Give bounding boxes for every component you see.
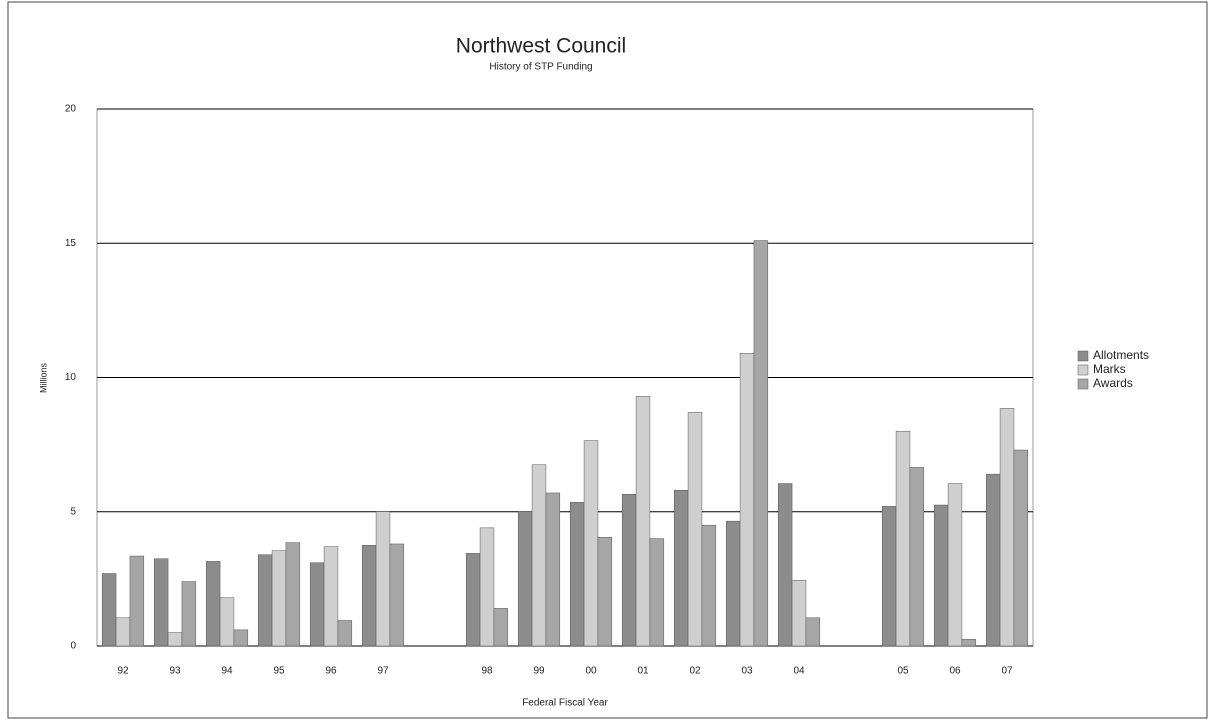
bar [961,639,977,647]
bar [545,492,561,647]
y-axis-label: Millions [38,363,48,394]
bar [219,597,235,647]
x-tick-label: 96 [325,666,337,677]
bar [531,464,547,647]
legend-label: Marks [1093,362,1126,376]
bar [701,524,717,647]
bar [999,408,1015,647]
bar [233,629,249,647]
bar [285,542,301,647]
bar [153,558,169,647]
chart-title: Northwest Council [456,35,626,58]
bar [205,561,221,647]
bar [465,553,481,647]
bar [389,543,405,647]
bar [101,573,117,647]
x-tick-label: 03 [741,666,753,677]
bar [597,537,613,647]
bar [375,511,391,647]
legend-swatch [1077,364,1089,376]
legend-label: Allotments [1093,348,1149,362]
bar [881,506,897,647]
x-tick-label: 05 [897,666,909,677]
bar [361,545,377,647]
x-tick-label: 93 [169,666,181,677]
y-tick-label: 20 [65,104,77,115]
bar [1013,449,1029,647]
bar [895,430,911,647]
bar [649,538,665,647]
x-tick-label: 94 [221,666,233,677]
bar [309,562,325,647]
chart-subtitle: History of STP Funding [489,62,592,73]
bar [791,579,807,647]
bar [621,494,637,647]
bar [517,511,533,647]
bar [753,240,769,647]
bar [569,502,585,647]
bar [493,608,509,647]
y-tick-label: 10 [65,372,77,383]
bar [985,473,1001,647]
bar [777,483,793,647]
bar [129,555,145,647]
bar [947,483,963,647]
bar [739,353,755,647]
bar [167,632,183,647]
x-tick-label: 02 [689,666,701,677]
legend-label: Awards [1093,376,1133,390]
x-tick-label: 07 [1001,666,1013,677]
bar [725,520,741,647]
x-tick-label: 92 [117,666,129,677]
y-tick-label: 0 [70,641,76,652]
bar [909,467,925,647]
legend-swatch [1077,350,1089,362]
x-tick-label: 95 [273,666,285,677]
y-tick-label: 5 [70,506,76,517]
x-tick-label: 01 [637,666,649,677]
bar [479,527,495,647]
bar [271,550,287,647]
bar [635,396,651,647]
bar [181,581,197,647]
bar [673,490,689,647]
x-tick-label: 99 [533,666,545,677]
x-tick-label: 97 [377,666,389,677]
x-axis-label: Federal Fiscal Year [522,698,608,709]
bar [337,620,353,647]
bar [933,504,949,647]
y-tick-label: 15 [65,238,77,249]
x-tick-label: 04 [793,666,805,677]
x-tick-label: 06 [949,666,961,677]
bar [323,546,339,647]
page-frame [7,1,1208,719]
x-tick-label: 00 [585,666,597,677]
bar [687,412,703,647]
legend-swatch [1077,378,1089,390]
bar [115,617,131,647]
bar [805,617,821,647]
x-tick-label: 98 [481,666,493,677]
bar [257,554,273,647]
bar [583,440,599,647]
